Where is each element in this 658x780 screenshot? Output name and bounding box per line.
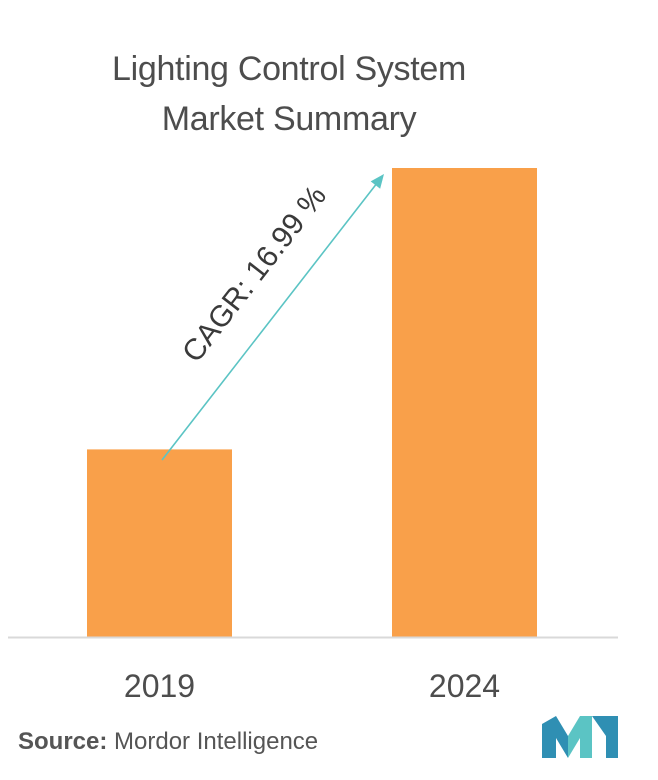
chart-title: Lighting Control System Market Summary bbox=[0, 44, 578, 144]
source-text: Mordor Intelligence bbox=[114, 728, 319, 755]
source-label: Source: bbox=[18, 728, 108, 755]
logo-shape-mid bbox=[568, 716, 592, 758]
logo-shape-left bbox=[542, 716, 568, 758]
cagr-arrow-line bbox=[161, 177, 382, 461]
mordor-intelligence-logo-icon bbox=[542, 716, 618, 758]
source-note: Source: Mordor Intelligence bbox=[18, 728, 318, 756]
bar-2024 bbox=[392, 168, 537, 637]
logo-shape-right bbox=[592, 716, 618, 758]
bar-2019 bbox=[87, 449, 232, 637]
x-tick-label-2019: 2019 bbox=[124, 668, 195, 704]
chart-title-line-2: Market Summary bbox=[161, 100, 417, 138]
cagr-arrowhead bbox=[370, 174, 384, 189]
x-tick-label-2024: 2024 bbox=[429, 668, 500, 704]
chart-title-line-1: Lighting Control System bbox=[111, 50, 467, 88]
